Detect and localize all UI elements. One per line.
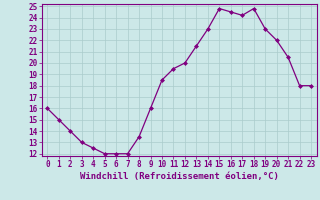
X-axis label: Windchill (Refroidissement éolien,°C): Windchill (Refroidissement éolien,°C) <box>80 172 279 181</box>
